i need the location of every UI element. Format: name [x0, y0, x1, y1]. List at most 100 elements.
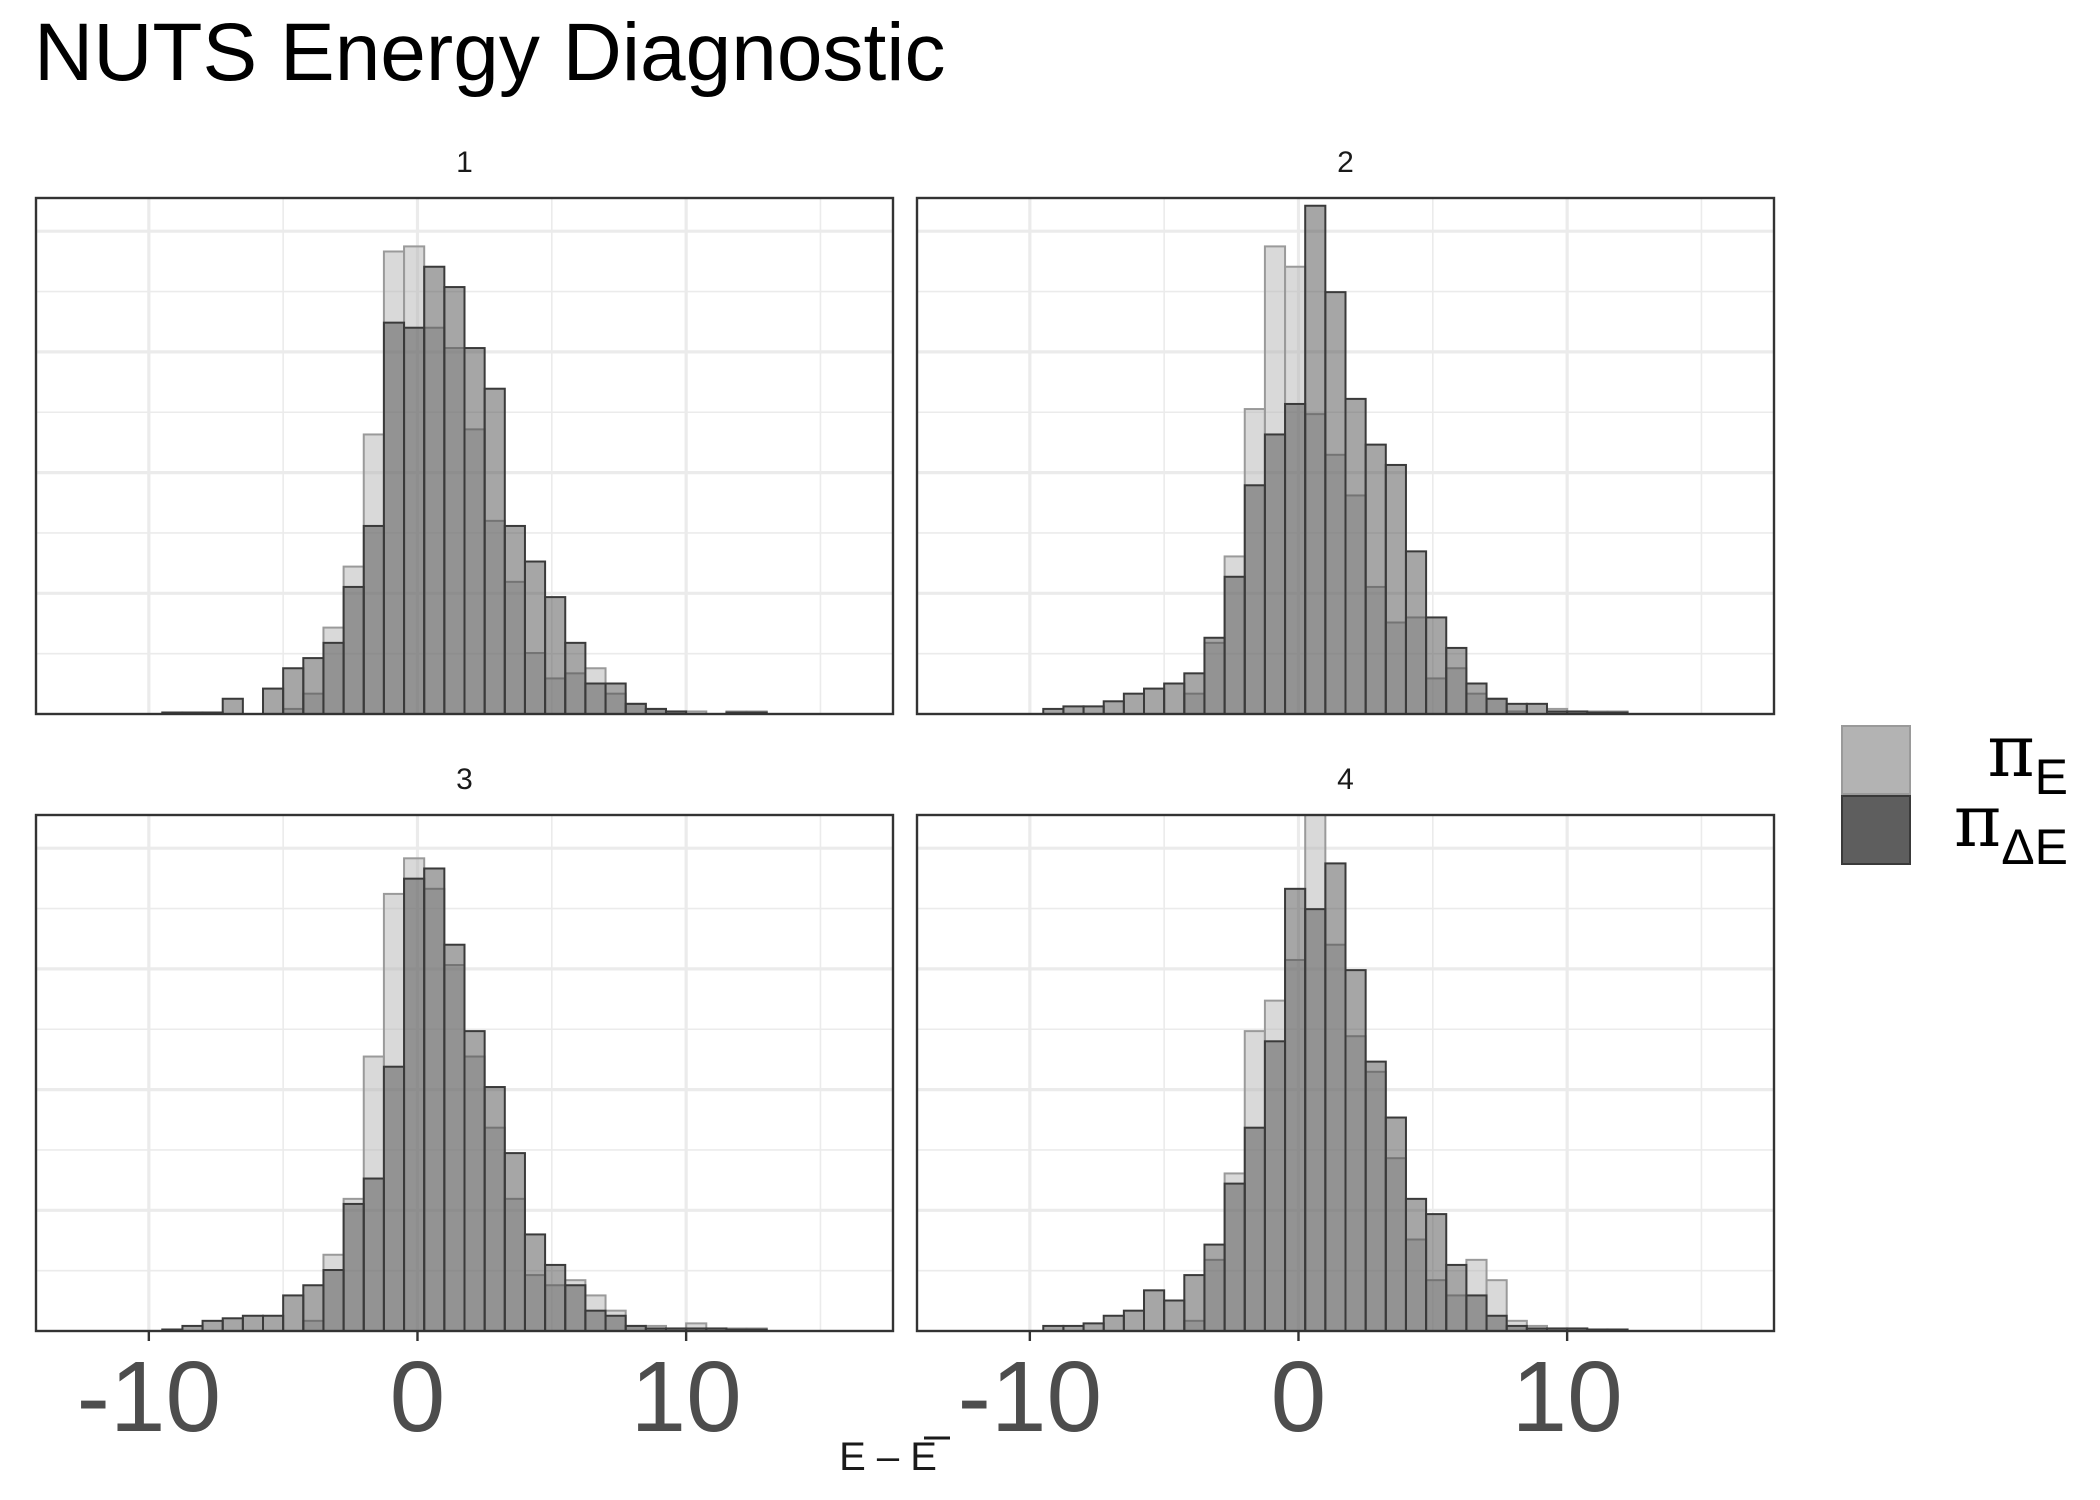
bar-pi-delta-e [1163, 1299, 1186, 1331]
bar-pi-delta-e [403, 877, 426, 1331]
bar-pi-delta-e [241, 1314, 265, 1331]
facet-strip-label: 1 [456, 146, 473, 179]
bar-pi-delta-e [1344, 969, 1367, 1331]
bar-pi-delta-e [1143, 687, 1166, 714]
bar-pi-delta-e [1163, 682, 1186, 714]
bar-pi-delta-e [1404, 1197, 1428, 1331]
bar-pi-delta-e [302, 657, 325, 714]
bar-pi-delta-e [1243, 484, 1266, 714]
panel-border [34, 813, 895, 1333]
bar-pi-delta-e [1384, 463, 1407, 714]
bar-pi-delta-e [362, 1177, 385, 1331]
bar-pi-delta-e [1324, 862, 1347, 1331]
panel-border [34, 196, 895, 716]
facet-strip-label: 3 [456, 763, 473, 796]
bar-pi-delta-e [221, 1317, 244, 1331]
facet-panel: 2 [915, 146, 1776, 716]
bar-pi-delta-e [1183, 1274, 1206, 1331]
bar-pi-delta-e [523, 560, 547, 714]
bar-pi-delta-e [1203, 1243, 1226, 1331]
bar-pi-delta-e [1102, 1314, 1125, 1331]
bar-pi-delta-e [1404, 550, 1428, 714]
bar-pi-delta-e [302, 1284, 325, 1331]
bar-pi-delta-e [1203, 636, 1226, 714]
legend-label: πΔE [1954, 779, 2068, 875]
histogram-bars [1042, 815, 1629, 1331]
bar-pi-delta-e [282, 1294, 305, 1331]
legend-subscript: ΔE [2001, 819, 2068, 875]
bar-pi-delta-e [1324, 291, 1347, 714]
bar-pi-delta-e [1223, 575, 1246, 714]
bar-pi-delta-e [1465, 682, 1488, 714]
bar-pi-delta-e [282, 667, 305, 714]
bar-pi-delta-e [1102, 700, 1125, 714]
bar-pi-delta-e [1485, 697, 1508, 714]
legend-subscript: E [2035, 749, 2068, 805]
bar-pi-delta-e [1344, 397, 1367, 714]
bar-pi-delta-e [1284, 887, 1307, 1331]
bar-pi-delta-e [604, 1314, 627, 1331]
facet-strip-label: 2 [1337, 146, 1354, 179]
bar-pi-delta-e [403, 326, 426, 714]
bar-pi-delta-e [1445, 1263, 1468, 1331]
bar-pi-delta-e [1143, 1289, 1166, 1331]
facet-strip-label: 4 [1337, 763, 1354, 796]
panel-border [915, 196, 1776, 716]
bar-pi-delta-e [1445, 646, 1468, 714]
x-axis: -10 0 10 -10 0 10 [77, 1331, 1623, 1453]
bar-pi-delta-e [1425, 1213, 1448, 1331]
bar-pi-delta-e [503, 524, 526, 714]
bar-pi-delta-e [1485, 1314, 1508, 1331]
bar-pi-delta-e [1384, 1116, 1407, 1331]
bar-pi-delta-e [483, 387, 506, 714]
bar-pi-delta-e [624, 702, 647, 714]
bar-pi-delta-e [1284, 402, 1307, 714]
bar-pi-delta-e [1364, 443, 1387, 714]
legend-symbol: π [1954, 779, 2001, 863]
bar-pi-delta-e [483, 1086, 506, 1331]
bar-pi-delta-e [1263, 1040, 1287, 1331]
x-tick-label: 10 [1512, 1341, 1623, 1453]
bar-pi-delta-e [382, 321, 406, 714]
bar-pi-delta-e [443, 943, 466, 1331]
bar-pi-delta-e [262, 687, 285, 714]
bar-pi-delta-e [1122, 692, 1146, 714]
bar-pi-delta-e [544, 1263, 567, 1331]
x-tick-label: -10 [77, 1341, 222, 1453]
bar-pi-delta-e [382, 1065, 406, 1331]
bar-pi-delta-e [503, 1152, 526, 1331]
bar-pi-delta-e [342, 1202, 365, 1331]
bar-pi-delta-e [564, 641, 587, 714]
bar-pi-delta-e [1304, 908, 1327, 1331]
facet-panel: 1 [34, 146, 895, 716]
bar-pi-delta-e [423, 265, 446, 714]
bar-pi-delta-e [443, 286, 466, 714]
bar-pi-delta-e [523, 1233, 547, 1331]
bar-pi-delta-e [1304, 204, 1327, 714]
bar-pi-delta-e [1263, 433, 1287, 714]
bar-pi-delta-e [544, 596, 567, 714]
x-tick-label: 10 [631, 1341, 742, 1453]
bar-pi-delta-e [342, 585, 365, 714]
bar-pi-delta-e [1183, 672, 1206, 714]
bar-pi-delta-e [1122, 1309, 1146, 1331]
bar-pi-delta-e [564, 1284, 587, 1331]
legend-label: πE [1987, 709, 2068, 805]
bar-pi-delta-e [1465, 1294, 1488, 1331]
panel-border [915, 813, 1776, 1333]
bar-pi-delta-e [584, 1309, 607, 1331]
x-tick-label: 0 [1271, 1341, 1327, 1453]
x-tick-label: 0 [390, 1341, 446, 1453]
chart-title: NUTS Energy Diagnostic [34, 7, 946, 98]
bar-pi-delta-e [362, 524, 385, 714]
bar-pi-delta-e [1525, 702, 1548, 714]
bar-pi-delta-e [1425, 616, 1448, 714]
bar-pi-delta-e [1505, 702, 1528, 714]
facet-panel: 3 [34, 763, 895, 1333]
bar-pi-delta-e [221, 697, 244, 714]
legend-key-pi-delta-e [1841, 795, 1911, 865]
bar-pi-delta-e [322, 1269, 345, 1331]
facet-panels: 1 2 3 4 [34, 146, 1776, 1333]
